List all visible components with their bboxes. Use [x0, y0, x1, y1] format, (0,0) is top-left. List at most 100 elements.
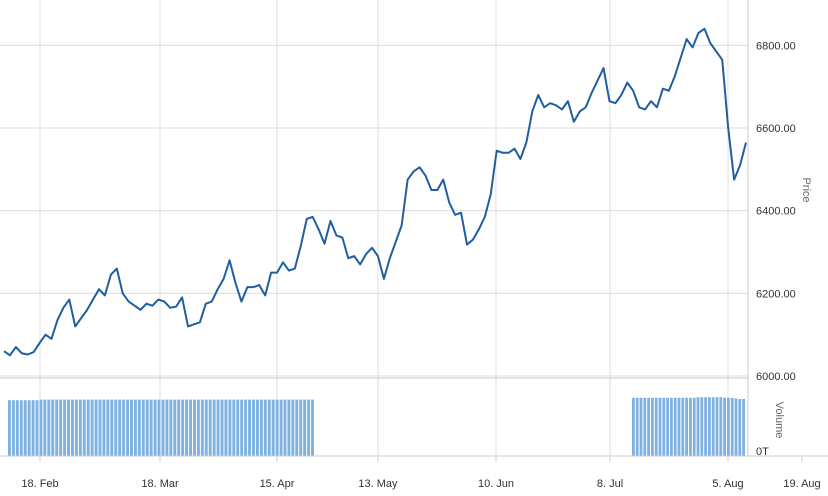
volume-bar [19, 400, 23, 456]
volume-bar [165, 399, 169, 456]
volume-bar [696, 397, 700, 456]
volume-bar [43, 399, 47, 456]
volume-bar [86, 399, 90, 456]
volume-bar [704, 397, 707, 456]
volume-bar [149, 399, 153, 456]
volume-bar [63, 399, 67, 456]
volume-bar [734, 398, 738, 456]
volume-bar [283, 399, 287, 456]
volume-bar [252, 399, 255, 456]
volume-bar [711, 397, 715, 456]
volume-bar [658, 397, 662, 456]
x-tick-label: 15. Apr [260, 478, 295, 490]
volume-bar [263, 399, 267, 456]
volume-bar [102, 399, 106, 456]
volume-bar [59, 399, 63, 456]
volume-bar [94, 399, 98, 456]
volume-bar [110, 399, 114, 456]
volume-bar [692, 397, 696, 456]
volume-bar [236, 399, 240, 456]
volume-bar [161, 399, 165, 456]
volume-bar [662, 397, 666, 456]
volume-bar [51, 399, 55, 456]
volume-bar [169, 399, 173, 456]
volume-bar [681, 397, 685, 456]
volume-bar [11, 400, 15, 456]
volume-bar [685, 397, 688, 456]
volume-bar [204, 399, 208, 456]
volume-bar [307, 399, 311, 456]
volume-bar [654, 397, 658, 456]
volume-bar [39, 399, 43, 456]
price-y-tick-label: 6600.00 [756, 123, 796, 135]
volume-bar [255, 399, 259, 456]
price-series-line [3, 27, 747, 357]
volume-bar [303, 399, 307, 456]
volume-bar [279, 399, 283, 456]
volume-bar [8, 400, 11, 456]
volume-bar [35, 400, 39, 456]
volume-bar [635, 397, 639, 456]
volume-bar [126, 399, 130, 456]
volume-bar [666, 397, 669, 456]
volume-bar [133, 399, 137, 456]
volume-bar [259, 399, 263, 456]
volume-bar [78, 399, 82, 456]
volume-bar [196, 399, 200, 456]
volume-bar [212, 399, 216, 456]
x-tick-label: 19. Aug [783, 478, 820, 490]
price-axis-title: Price [800, 177, 812, 202]
volume-bar [106, 399, 110, 456]
volume-bar [299, 399, 303, 456]
price-y-axis: 6000.00 6200.00 6400.00 6600.00 6800.00 [756, 40, 796, 383]
volume-bar [141, 399, 145, 456]
volume-bar [639, 397, 643, 456]
volume-bar [145, 399, 149, 456]
x-tick-label: 8. Jul [597, 478, 623, 490]
volume-bar [715, 397, 719, 456]
volume-bar [742, 399, 745, 456]
volume-bar [70, 399, 74, 456]
price-y-tick-label: 6800.00 [756, 40, 796, 52]
volume-bar [228, 399, 232, 456]
volume-bar [90, 399, 94, 456]
volume-bar [130, 399, 133, 456]
volume-bar [632, 397, 635, 456]
volume-bar [232, 399, 236, 456]
volume-bar [177, 399, 181, 456]
volume-bar [700, 397, 704, 456]
volume-bar [738, 399, 742, 456]
volume-bar [153, 399, 157, 456]
volume-bar [173, 399, 177, 456]
volume-bar [673, 397, 677, 456]
volume-bar [647, 397, 650, 456]
x-tick-label: 5. Aug [712, 478, 743, 490]
volume-y-tick-label: 0T [756, 446, 769, 458]
price-y-tick-label: 6000.00 [756, 371, 796, 383]
volume-bar [719, 397, 723, 456]
volume-bar [192, 399, 196, 456]
volume-bar [275, 399, 279, 456]
volume-bar [31, 400, 35, 456]
volume-bar [15, 400, 19, 456]
volume-bar [122, 399, 126, 456]
price-y-tick-label: 6200.00 [756, 288, 796, 300]
x-tick-label: 13. May [358, 478, 398, 490]
volume-bar [651, 397, 654, 456]
volume-bar [118, 399, 122, 456]
volume-bar [82, 399, 86, 456]
volume-bar [185, 399, 189, 456]
volume-bar [730, 397, 734, 456]
volume-bar [670, 397, 673, 456]
volume-bar [224, 399, 228, 456]
volume-bar [271, 399, 275, 456]
volume-bar [55, 399, 59, 456]
volume-bar [311, 399, 314, 456]
volume-bar [287, 399, 291, 456]
volume-bar [677, 397, 681, 456]
x-tick-label: 10. Jun [478, 478, 514, 490]
x-axis: 18. Feb 18. Mar 15. Apr 13. May 10. Jun 8. Ju… [21, 456, 821, 490]
volume-bar [67, 399, 70, 456]
x-tick-label: 18. Feb [21, 478, 58, 490]
